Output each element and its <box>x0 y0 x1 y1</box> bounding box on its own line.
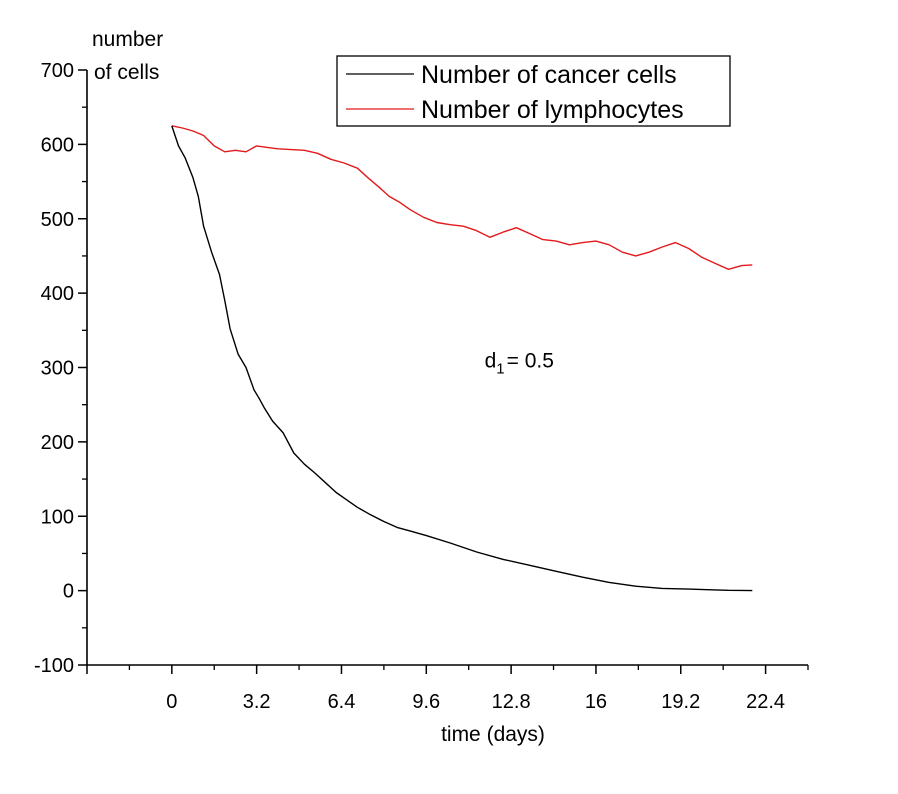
y-tick-label: 200 <box>41 432 74 454</box>
series-line-lymphocytes <box>171 125 753 270</box>
annotation-subscript: 1 <box>496 361 504 378</box>
x-ticks: 0 3.2 6.4 9.6 12.8 16 19.2 22.4 <box>86 665 809 713</box>
series-line-cancer-cells <box>171 125 753 592</box>
legend: Number of cancer cells Number of lymphoc… <box>336 55 731 127</box>
x-tick-label: 12.8 <box>492 691 531 713</box>
y-tick-label: -100 <box>34 655 74 677</box>
y-tick-label: 600 <box>41 134 74 156</box>
x-tick-label: 3.2 <box>243 691 271 713</box>
annotation-value: = 0.5 <box>507 350 554 373</box>
legend-label-cancer-cells: Number of cancer cells <box>421 61 677 89</box>
legend-box <box>336 55 731 127</box>
x-tick-label: 9.6 <box>412 691 440 713</box>
y-tick-label: 100 <box>41 506 74 528</box>
y-axis-title-line-2: of cells <box>94 61 159 84</box>
x-axis-title: time (days) <box>441 723 545 746</box>
y-tick-label: 500 <box>41 209 74 231</box>
y-tick-label: 300 <box>41 358 74 380</box>
parameter-annotation: d1= 0.5 <box>485 350 554 378</box>
y-tick-label: 700 <box>41 60 74 82</box>
x-tick-label: 6.4 <box>328 691 356 713</box>
series-layer <box>171 125 753 592</box>
y-tick-label: 400 <box>41 283 74 305</box>
y-axis-title-line-1: number <box>92 28 163 51</box>
x-tick-label: 16 <box>585 691 607 713</box>
x-tick-label: 19.2 <box>661 691 700 713</box>
y-tick-label: 0 <box>63 581 74 603</box>
x-tick-label: 22.4 <box>746 691 785 713</box>
axes: -100 0 100 200 300 400 500 600 700 0 3.2 6.4 9.6 12.… <box>34 60 809 713</box>
annotation-symbol: d <box>485 350 497 373</box>
legend-label-lymphocytes: Number of lymphocytes <box>421 96 684 124</box>
x-tick-label: 0 <box>166 691 177 713</box>
y-ticks: -100 0 100 200 300 400 500 600 700 <box>34 60 87 677</box>
